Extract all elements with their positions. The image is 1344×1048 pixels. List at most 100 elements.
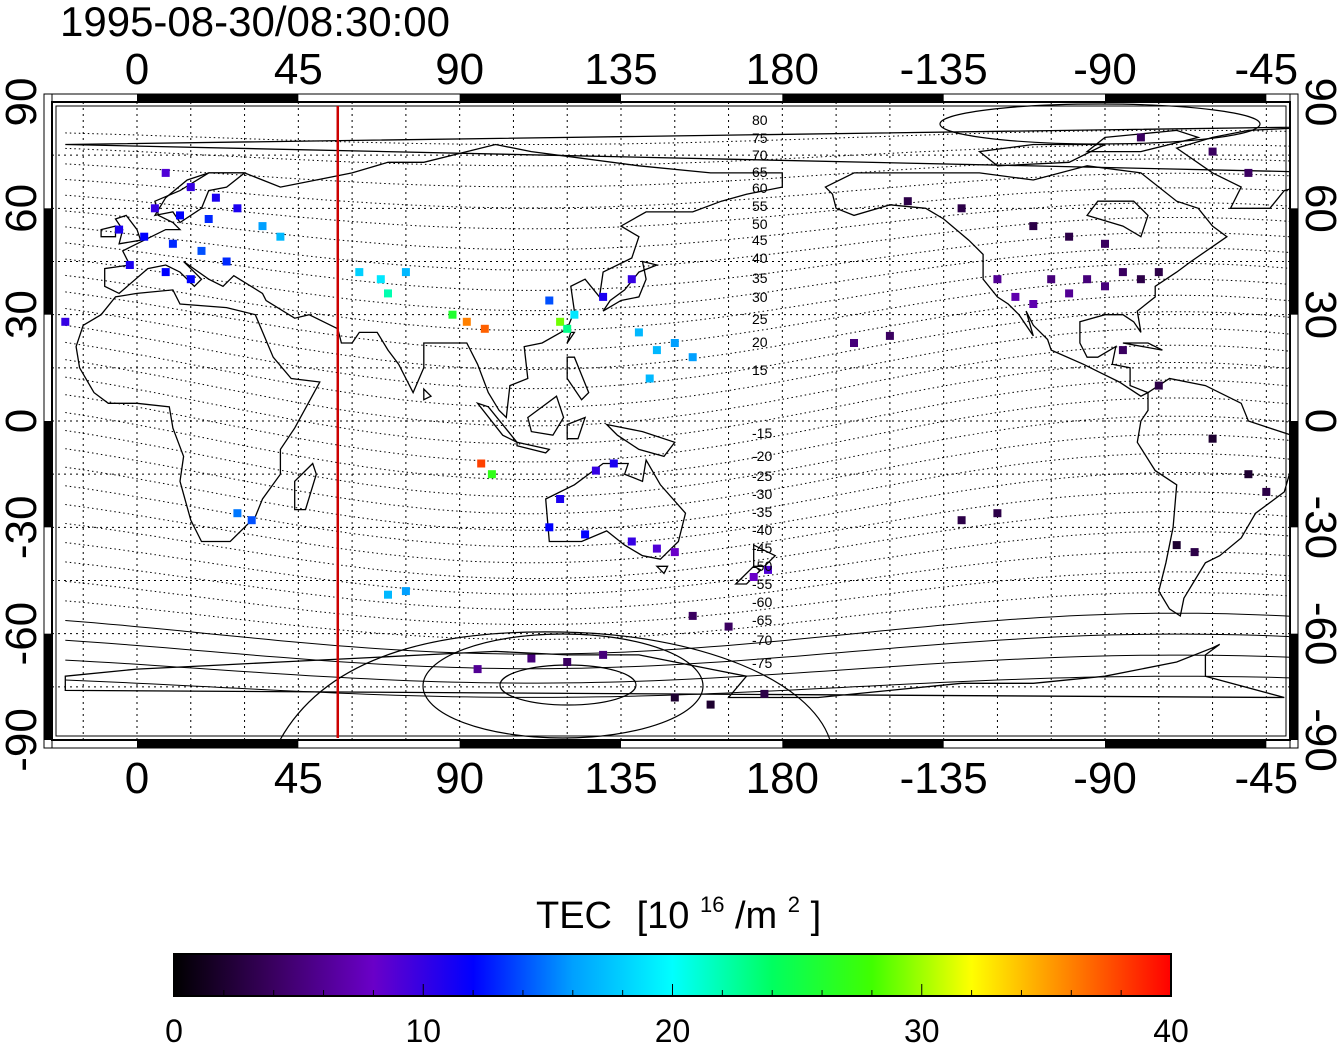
left-axis-label: 90 [0, 78, 46, 127]
colorbar-tick-label: 30 [904, 1013, 940, 1048]
contour-line [65, 530, 1290, 595]
tec-observation [150, 204, 159, 213]
bottom-axis-label: -45 [1235, 754, 1299, 803]
bottom-axis-labels: 0 45 90 135 180 -135 -90 -45 [125, 754, 1298, 803]
tec-observation [161, 268, 170, 277]
tec-observation [545, 523, 554, 532]
tec-observation [599, 292, 608, 301]
tec-observation [1118, 268, 1127, 277]
tec-observation [276, 232, 285, 241]
tec-observation [634, 328, 643, 337]
contour-label: -50 [752, 558, 772, 574]
colorbar-title: TEC [10 16 /m 2 ] [536, 879, 821, 937]
tec-observation [401, 268, 410, 277]
right-scale-segment [1290, 208, 1298, 315]
tec-observation [885, 331, 894, 340]
tec-observation [1101, 239, 1109, 248]
tec-observation [645, 374, 654, 383]
bottom-axis-label: -90 [1073, 754, 1137, 803]
left-scale-segment [44, 633, 52, 740]
coastline [734, 565, 762, 585]
contour-line [65, 654, 1290, 684]
contour-label: 60 [752, 180, 768, 196]
tec-observation [903, 197, 912, 206]
coastline [527, 395, 565, 436]
right-axis-label: 30 [1296, 290, 1344, 339]
tec-observation [957, 204, 966, 213]
tec-observation [570, 310, 579, 319]
tec-observation [1136, 133, 1145, 142]
contour-label: 65 [752, 164, 768, 180]
contour-label: 25 [752, 311, 768, 327]
contour-line [65, 129, 1290, 145]
contour-label: -65 [752, 612, 772, 628]
coastline [75, 289, 321, 543]
contour-label: -60 [752, 594, 772, 610]
bottom-scale-segment [137, 740, 299, 748]
bottom-axis-label: 45 [274, 754, 323, 803]
contour-label: -20 [752, 448, 772, 464]
contour-line [65, 592, 1290, 640]
colorbar-unit-exponent: 16 [700, 892, 724, 917]
top-scale-segment [782, 94, 944, 102]
contour-label: -25 [752, 468, 772, 484]
coastline [566, 416, 587, 440]
tec-observation [233, 204, 242, 213]
coastline [566, 331, 576, 344]
plot-title: 1995-08-30/08:30:00 [60, 0, 450, 45]
tec-observation [609, 459, 618, 468]
bottom-axis-label: 135 [584, 754, 657, 803]
bottom-scale-segment [459, 740, 621, 748]
tec-observation [1065, 232, 1074, 241]
tec-observation [1172, 541, 1181, 550]
tec-observation [161, 168, 170, 177]
tec-observation [1208, 434, 1217, 443]
tec-observation [222, 257, 231, 266]
coastline [1122, 342, 1163, 351]
tec-observation [591, 466, 600, 475]
tec-observation [581, 530, 590, 539]
tec-observation [1244, 168, 1253, 177]
contour-line [65, 232, 1290, 291]
contour-line [65, 612, 1290, 655]
colorbar-tick-label: 20 [655, 1013, 691, 1048]
tec-observation [1029, 300, 1038, 308]
top-axis-label: 135 [584, 45, 657, 94]
left-axis-labels: 90 60 30 0 -30 -60 -90 [0, 78, 46, 772]
tec-observation [1083, 275, 1092, 284]
tec-observation [670, 339, 679, 347]
tec-observation [462, 317, 471, 326]
top-axis-label: -90 [1073, 45, 1137, 94]
right-axis-label: 60 [1296, 184, 1344, 233]
contour-line [65, 633, 1290, 670]
left-axis-label: 30 [0, 290, 46, 339]
map-inner-frame [55, 105, 1287, 737]
right-axis-label: -30 [1296, 496, 1344, 560]
contour-label: 35 [752, 270, 768, 286]
contour-label: 30 [752, 289, 768, 305]
colorbar-unit-mid: /m [735, 895, 777, 937]
tec-observation [355, 268, 364, 277]
tec-observation [233, 509, 242, 518]
contour-line [65, 187, 1290, 230]
coastline [824, 165, 1229, 397]
bottom-axis-label: 180 [746, 754, 819, 803]
colorbar-ticks [173, 984, 1172, 996]
tec-observation [1118, 346, 1127, 355]
right-axis-labels: 90 60 30 0 -30 -60 -90 [1296, 78, 1344, 772]
tec-observation [115, 225, 124, 234]
left-axis-label: -90 [0, 708, 46, 772]
tec-observation [993, 275, 1002, 284]
tec-observation [1047, 275, 1056, 284]
contour-label: 80 [752, 112, 768, 128]
map-layer [52, 102, 1290, 740]
tec-observation [204, 215, 213, 223]
contour-line [65, 144, 1290, 167]
tec-observation [764, 565, 772, 574]
colorbar-unit-exponent2: 2 [788, 892, 800, 917]
tec-observation [993, 509, 1002, 518]
colorbar-tick-label: 10 [405, 1013, 441, 1048]
top-axis-label: -45 [1235, 45, 1299, 94]
